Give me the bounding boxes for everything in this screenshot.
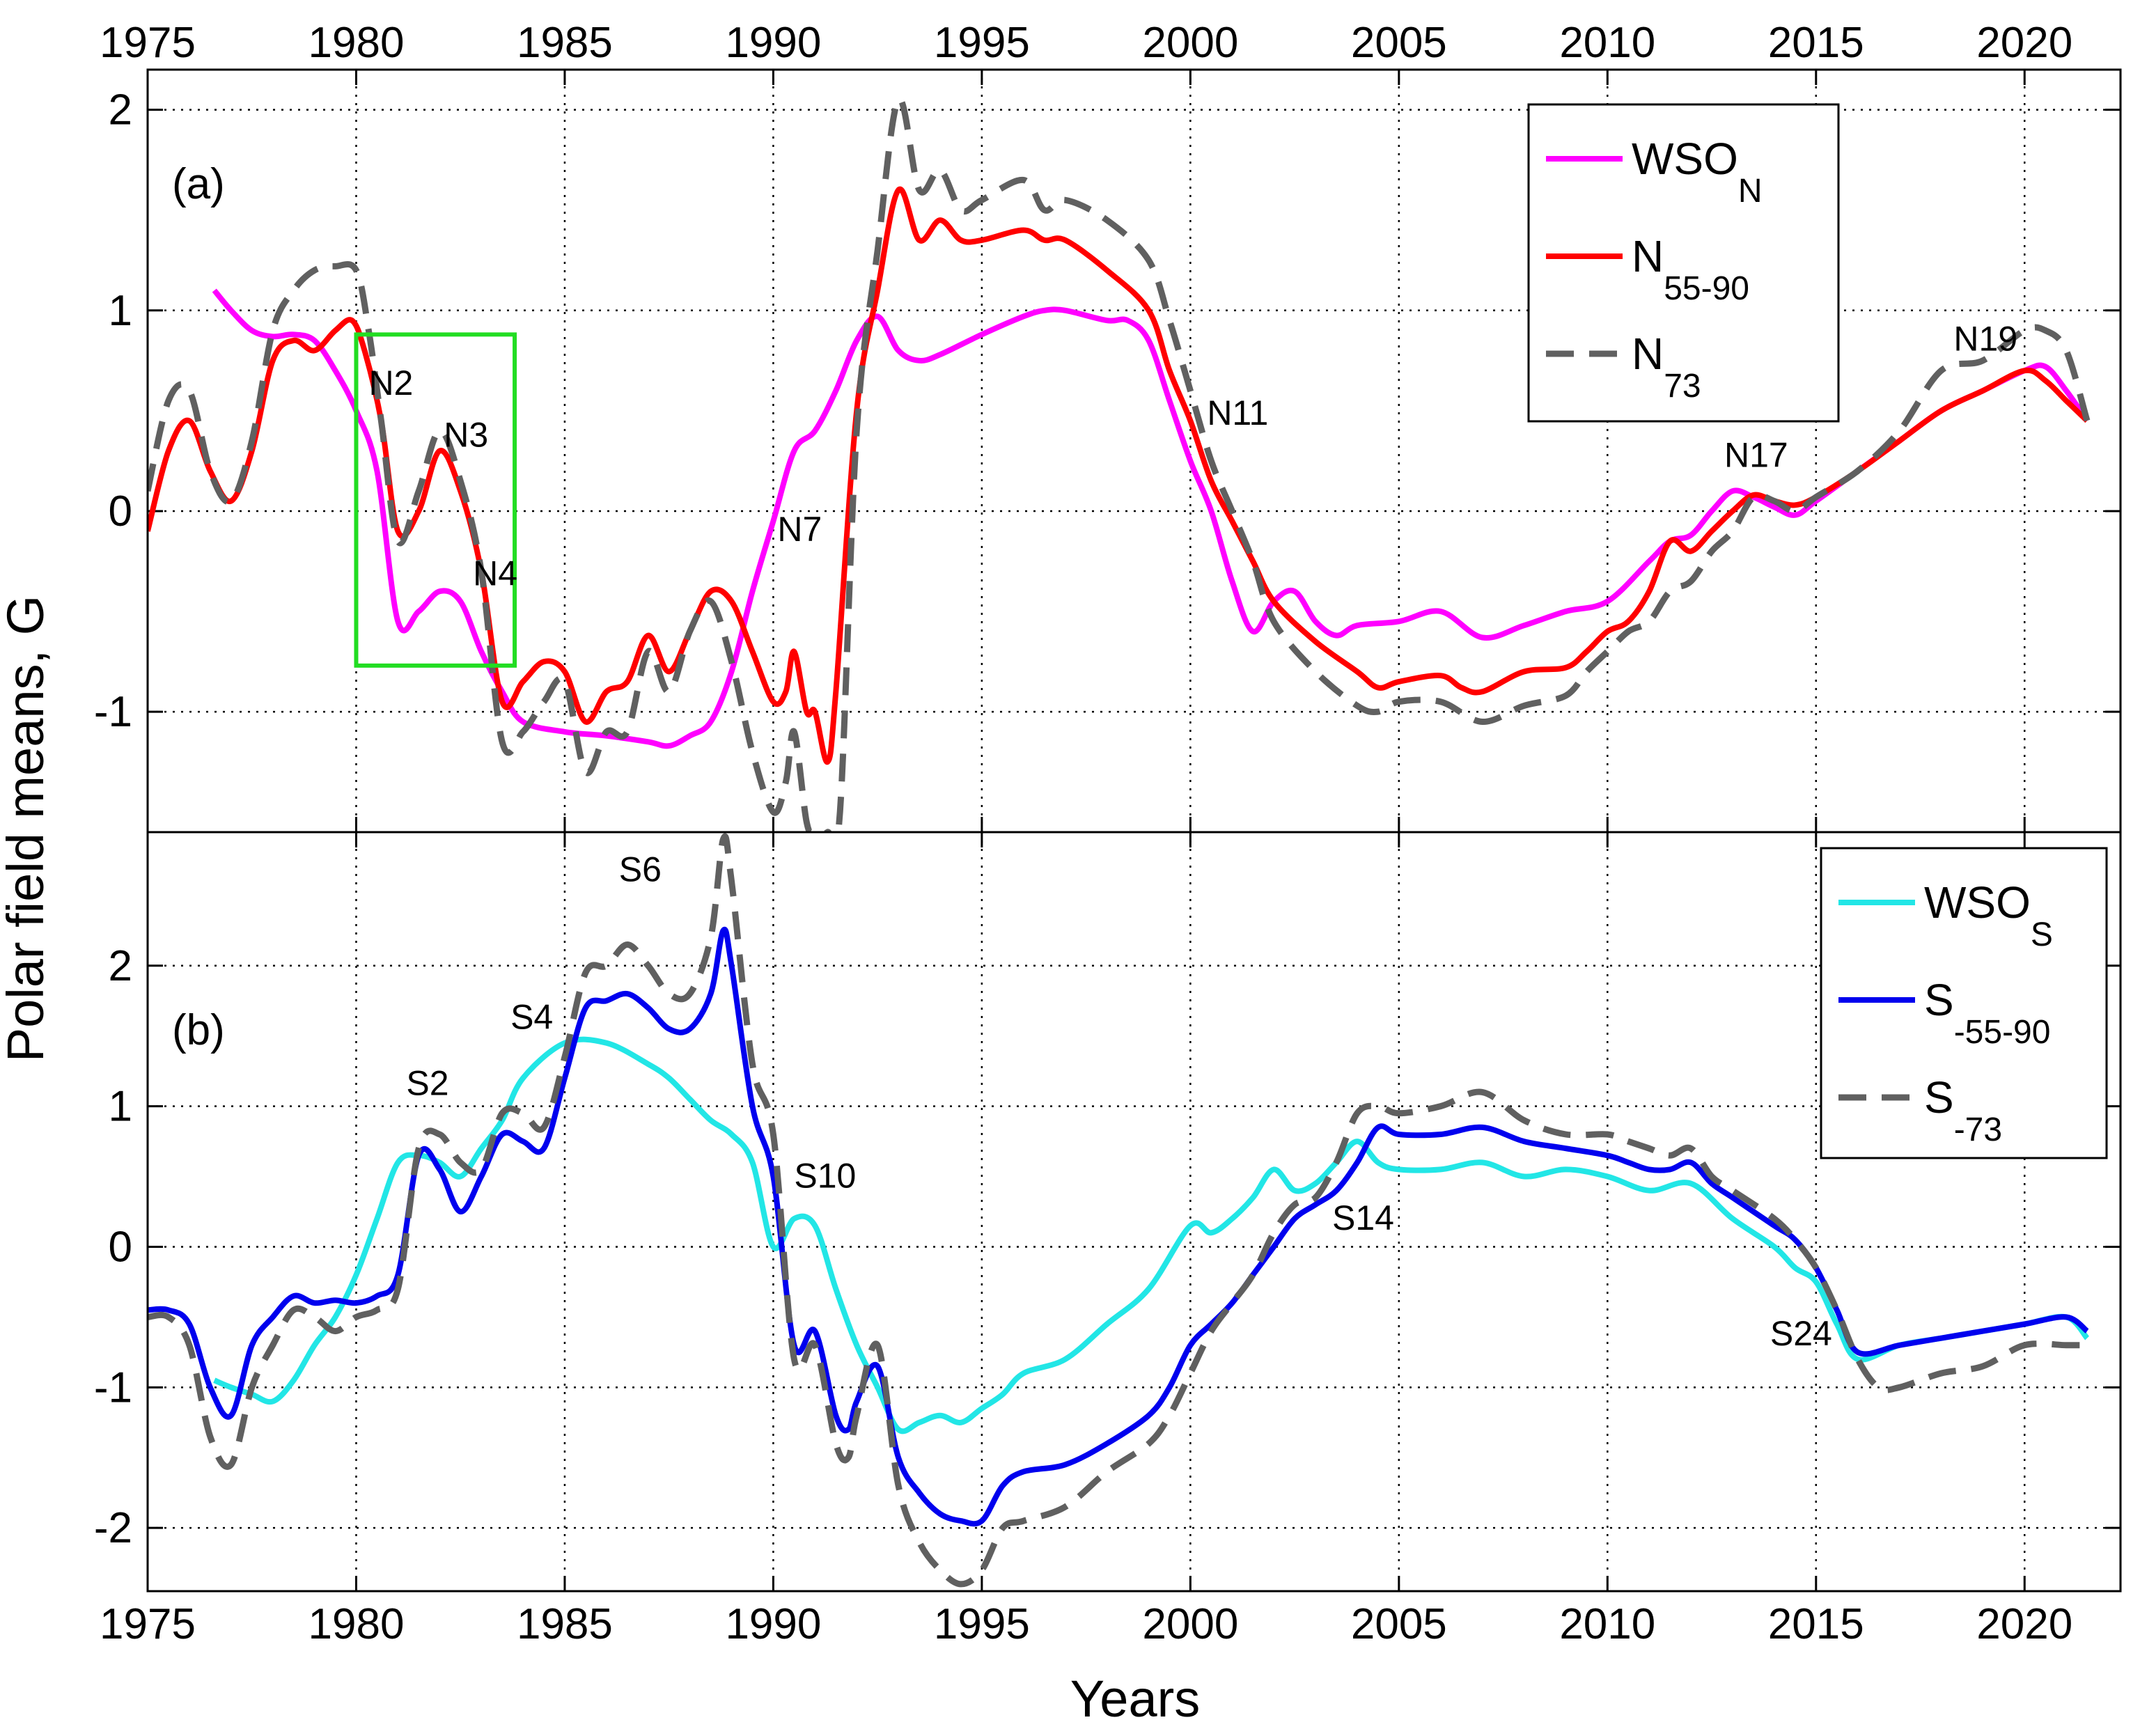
panel-b-ytick-label: 1 bbox=[109, 1083, 132, 1131]
bottom-xtick-label: 1990 bbox=[725, 1600, 821, 1648]
bottom-xtick-label: 2015 bbox=[1768, 1600, 1864, 1648]
top-xtick-label: 1995 bbox=[934, 19, 1030, 67]
series-line-n-55-90 bbox=[148, 186, 2089, 765]
panel-b-ytick-label: 0 bbox=[109, 1223, 132, 1271]
annotation-n19: N19 bbox=[1953, 319, 2017, 358]
legend-entry-subscript: -73 bbox=[1954, 1111, 2002, 1148]
annotation-n2: N2 bbox=[368, 363, 413, 402]
panel-a-label: (a) bbox=[172, 160, 225, 208]
series-line-wso-n bbox=[212, 288, 2090, 749]
bottom-xtick-label: 2000 bbox=[1142, 1600, 1238, 1648]
annotation-n3: N3 bbox=[444, 416, 488, 455]
legend-entry-label: N55-90 bbox=[1632, 231, 1749, 307]
panel-b-label: (b) bbox=[172, 1006, 225, 1054]
series-line-s-73 bbox=[148, 833, 2088, 1588]
panel-a-ytick-label: 0 bbox=[109, 487, 132, 535]
legend-entry-label: N73 bbox=[1632, 329, 1701, 405]
bottom-xtick-label: 1980 bbox=[308, 1600, 405, 1648]
bottom-xtick-label: 1995 bbox=[934, 1600, 1030, 1648]
annotation-n4: N4 bbox=[473, 554, 517, 593]
panel-b: 2 1 0 -1 -2 1975 1980 1985 1990 1995 2000 2005 2010 2… bbox=[94, 831, 2122, 1648]
annotation-s4: S4 bbox=[510, 998, 553, 1037]
bottom-xtick-label: 1985 bbox=[517, 1600, 613, 1648]
top-xtick-label: 2015 bbox=[1768, 19, 1864, 67]
panel-b-series bbox=[148, 833, 2090, 1588]
panel-b-frame bbox=[146, 831, 2122, 1593]
annotation-n17: N17 bbox=[1724, 436, 1788, 475]
annotation-n11: N11 bbox=[1207, 393, 1268, 432]
top-xtick-label: 2005 bbox=[1351, 19, 1447, 67]
y-axis-title: Polar field means, G bbox=[0, 595, 54, 1062]
panel-a-ytick-label: 1 bbox=[109, 287, 132, 335]
bottom-xtick-label: 1975 bbox=[100, 1600, 196, 1648]
legend-entry-base: N bbox=[1632, 231, 1664, 281]
legend-entry-label: S-55-90 bbox=[1924, 975, 2050, 1051]
top-xtick-label: 1990 bbox=[725, 19, 821, 67]
panel-a-ytick-label: -1 bbox=[94, 688, 132, 736]
legend-entry-label: WSOS bbox=[1924, 877, 2053, 953]
annotation-s24: S24 bbox=[1770, 1314, 1832, 1353]
panel-b-ytick-label: 2 bbox=[109, 942, 132, 990]
panel-a: 2 1 0 -1 1975 1980 1985 1990 1995 2000 2005 2010 201… bbox=[94, 19, 2122, 834]
legend-entry-subscript: N bbox=[1738, 173, 1763, 210]
legend-entry-base: S bbox=[1924, 975, 1954, 1025]
legend-entry-base: S bbox=[1924, 1072, 1954, 1123]
legend-entry-subscript: 73 bbox=[1664, 368, 1701, 405]
series-line-s-55-90 bbox=[148, 926, 2089, 1527]
legend-entry-label: S-73 bbox=[1924, 1072, 2002, 1148]
panel-b-ytick-label: -1 bbox=[94, 1363, 132, 1412]
legend-entry-base: N bbox=[1632, 329, 1664, 379]
top-xtick-label: 2010 bbox=[1559, 19, 1655, 67]
panel-b-ytick-label: -2 bbox=[94, 1504, 132, 1552]
highlight-box bbox=[354, 332, 517, 668]
series-line-wso-s bbox=[213, 1036, 2090, 1434]
annotation-s6: S6 bbox=[619, 850, 662, 889]
panel-a-ytick-label: 2 bbox=[109, 86, 132, 134]
top-xtick-label: 1975 bbox=[100, 19, 196, 67]
legend-entry-subscript: -55-90 bbox=[1954, 1014, 2051, 1051]
top-xtick-label: 2020 bbox=[1976, 19, 2072, 67]
top-xtick-label: 2000 bbox=[1142, 19, 1238, 67]
bottom-xtick-label: 2010 bbox=[1559, 1600, 1655, 1648]
annotation-s2: S2 bbox=[406, 1063, 448, 1102]
bottom-xtick-label: 2005 bbox=[1351, 1600, 1447, 1648]
annotation-s14: S14 bbox=[1332, 1198, 1394, 1237]
legend-entry-base: WSO bbox=[1632, 134, 1738, 184]
annotation-s10: S10 bbox=[794, 1157, 856, 1196]
annotation-n7: N7 bbox=[777, 510, 822, 549]
top-xtick-label: 1980 bbox=[308, 19, 405, 67]
legend-entry-base: WSO bbox=[1924, 877, 2031, 928]
legend-entry-label: WSON bbox=[1632, 134, 1763, 210]
bottom-xtick-label: 2020 bbox=[1976, 1600, 2072, 1648]
series-line-n-73 bbox=[148, 95, 2091, 832]
shared-axes: Years Polar field means, G bbox=[0, 595, 1200, 1728]
top-xtick-label: 1985 bbox=[517, 19, 613, 67]
legend-entry-subscript: 55-90 bbox=[1664, 270, 1749, 307]
panel-a-series bbox=[148, 95, 2091, 832]
x-axis-title: Years bbox=[1070, 1670, 1201, 1728]
legend-entry-subscript: S bbox=[2031, 916, 2053, 953]
